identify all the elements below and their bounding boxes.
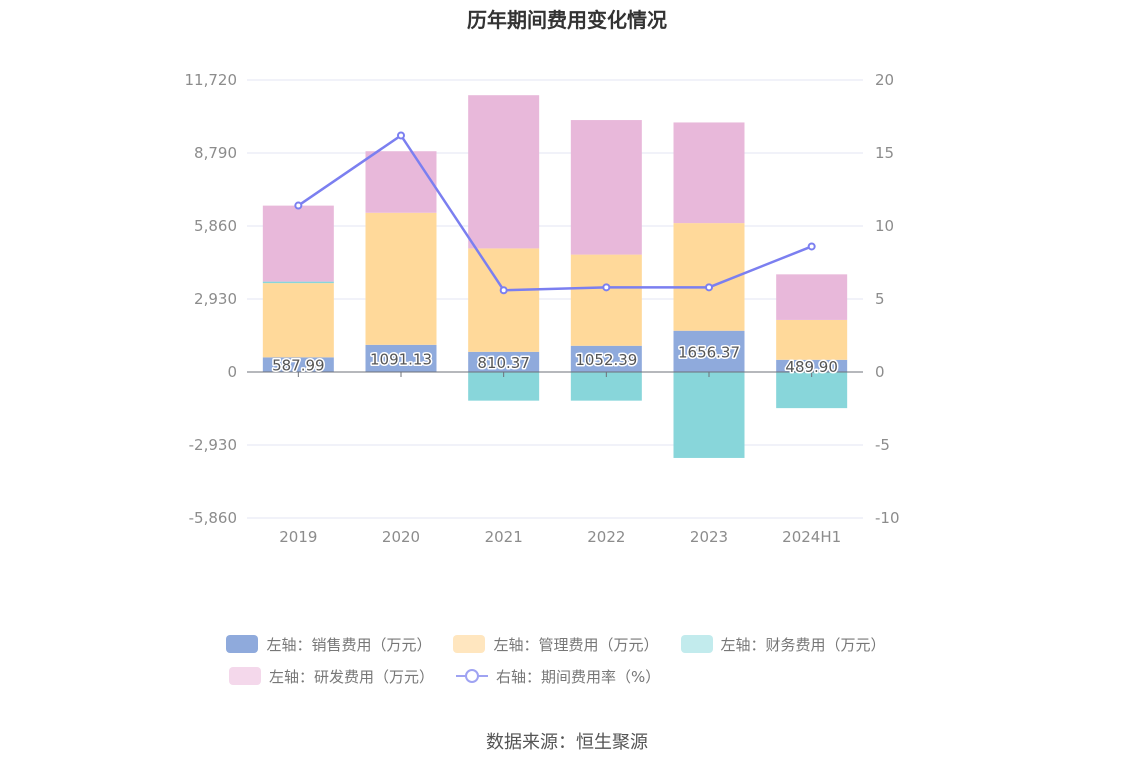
bar-segment <box>673 372 745 458</box>
category-label: 2022 <box>587 528 625 546</box>
bar-segment <box>776 372 848 409</box>
bar-segment <box>365 151 437 213</box>
legend-item-sales[interactable]: 左轴：销售费用（万元） <box>226 634 431 655</box>
left-axis-tick-label: 0 <box>227 363 237 381</box>
left-axis-tick-label: -5,860 <box>189 509 237 527</box>
sales-data-label: 1052.39 <box>575 351 637 369</box>
bar-segment <box>776 319 848 360</box>
ratio-point <box>294 201 303 210</box>
legend-label-ratio: 右轴：期间费用率（%） <box>496 667 661 686</box>
bar-segment <box>262 357 334 372</box>
legend: 左轴：销售费用（万元） 左轴：管理费用（万元） 左轴：财务费用（万元） 左轴：研… <box>0 628 1134 692</box>
legend-item-admin[interactable]: 左轴：管理费用（万元） <box>453 634 659 655</box>
ratio-point <box>807 242 816 251</box>
right-axis-tick-label: -10 <box>875 509 900 527</box>
left-axis-tick-label: 2,930 <box>194 290 237 308</box>
right-axis-tick-label: 20 <box>875 71 894 89</box>
ratio-line <box>297 133 813 292</box>
legend-row-2: 左轴：研发费用（万元） 右轴：期间费用率（%） <box>0 660 1134 692</box>
bar-segment <box>673 122 745 224</box>
right-axis-tick-label: 10 <box>875 217 894 235</box>
left-axis-tick-label: 11,720 <box>185 71 238 89</box>
sales-data-label: 1656.37 <box>678 343 740 361</box>
bar-segment <box>570 345 642 372</box>
legend-swatch-admin <box>453 635 486 653</box>
left-axis-tick-label: 5,860 <box>194 217 237 235</box>
right-axis-tick-label: -5 <box>875 436 890 454</box>
bar-segment <box>262 205 334 282</box>
bar-segment <box>673 330 745 372</box>
axes: 11,720 20 8,790 15 5,860 10 2,930 5 0 0 -2,930 -5 -5… <box>185 71 900 546</box>
legend-swatch-sales <box>226 635 259 653</box>
category-label: 2024H1 <box>782 528 841 546</box>
stacked-bars <box>262 95 848 458</box>
ratio-point <box>499 286 508 295</box>
legend-label-finance: 左轴：财务费用（万元） <box>720 635 886 654</box>
chart-plot: 11,720 20 8,790 15 5,860 10 2,930 5 0 0 -2,930 -5 -5… <box>185 71 900 546</box>
expense-ratio-line <box>294 131 816 295</box>
category-label: 2023 <box>690 528 728 546</box>
bar-segment <box>262 283 334 358</box>
bar-segment <box>776 359 848 372</box>
right-axis-tick-label: 5 <box>875 290 885 308</box>
legend-row-1: 左轴：销售费用（万元） 左轴：管理费用（万元） 左轴：财务费用（万元） <box>0 628 1134 660</box>
category-label: 2019 <box>279 528 317 546</box>
bar-segment <box>468 351 540 372</box>
right-axis-tick-label: 0 <box>875 363 885 381</box>
ratio-point <box>705 283 713 292</box>
sales-data-label: 810.37 <box>477 354 530 372</box>
grid-lines <box>247 79 863 519</box>
legend-label-admin: 左轴：管理费用（万元） <box>493 635 659 654</box>
legend-item-ratio[interactable]: 右轴：期间费用率（%） <box>456 666 660 687</box>
legend-label-rd: 左轴：研发费用（万元） <box>269 667 435 686</box>
chart-title: 历年期间费用变化情况 <box>467 8 667 32</box>
legend-item-rd[interactable]: 左轴：研发费用（万元） <box>229 666 434 687</box>
left-axis-tick-label: 8,790 <box>194 144 237 162</box>
sales-data-label: 489.90 <box>785 358 838 376</box>
legend-item-finance[interactable]: 左轴：财务费用（万元） <box>680 634 886 655</box>
right-axis-tick-label: 15 <box>875 144 894 162</box>
bar-segment <box>776 274 848 320</box>
category-label: 2020 <box>382 528 420 546</box>
legend-label-sales: 左轴：销售费用（万元） <box>266 635 432 654</box>
ratio-point <box>602 283 611 292</box>
bar-segment <box>468 248 540 352</box>
legend-swatch-rd <box>229 667 261 685</box>
bar-segment <box>262 281 334 284</box>
left-axis-tick-label: -2,930 <box>189 436 237 454</box>
sales-data-label: 587.99 <box>272 357 325 375</box>
ratio-point <box>397 131 405 140</box>
source-text: 数据来源：恒生聚源 <box>486 732 648 753</box>
bar-segment <box>468 95 540 249</box>
data-labels: 587.99 1091.13 810.37 1052.39 1656.37 489.90 <box>271 342 840 378</box>
bar-segment <box>570 120 642 255</box>
legend-line-icon <box>456 667 489 685</box>
sales-data-label: 1091.13 <box>370 350 432 368</box>
legend-swatch-finance <box>680 635 713 653</box>
bar-segment <box>365 212 437 345</box>
bar-segment <box>570 254 642 346</box>
bar-segment <box>365 344 437 372</box>
category-label: 2021 <box>485 528 523 546</box>
